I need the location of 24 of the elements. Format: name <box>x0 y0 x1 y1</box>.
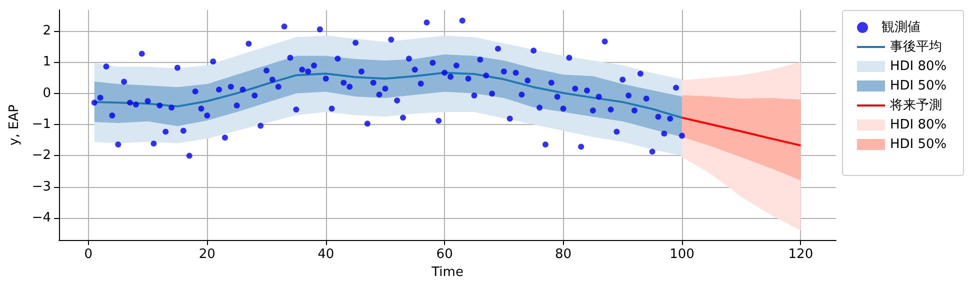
y-tick-label: 2 <box>42 23 52 38</box>
y-tick-label: 0 <box>42 86 52 101</box>
y-axis-title: y, EAP <box>7 104 22 146</box>
legend-label: 事後平均 <box>890 40 942 54</box>
x-tick-label: 20 <box>198 247 216 262</box>
x-tick-label: 120 <box>788 247 814 262</box>
legend-label: HDI 80% <box>890 59 947 74</box>
x-tick-label: 60 <box>436 247 453 262</box>
y-tick-label: −1 <box>32 117 52 132</box>
legend-label: HDI 80% <box>890 118 947 132</box>
x-tick-label: 0 <box>84 247 93 262</box>
legend-label: 将来予測 <box>889 98 942 113</box>
line-series <box>680 116 802 146</box>
y-tick-label: 1 <box>42 54 52 70</box>
x-axis-title: Time <box>430 265 464 280</box>
x-tick-label: 100 <box>670 247 694 262</box>
legend-label: HDI 50% <box>890 137 947 152</box>
x-tick-label: 40 <box>318 247 334 262</box>
y-tick-label: −3 <box>32 179 52 194</box>
y-tick-label: −2 <box>32 148 52 164</box>
x-tick-label: 80 <box>555 247 572 262</box>
legend-label: HDI 50% <box>890 78 947 94</box>
legend-label: 観測値 <box>882 20 920 35</box>
y-tick-label: −4 <box>32 210 52 226</box>
